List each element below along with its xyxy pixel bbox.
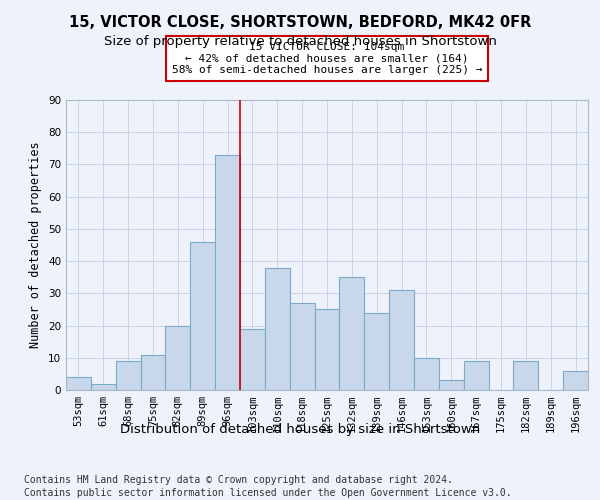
Bar [66, 377, 91, 390]
Bar [290, 303, 314, 390]
Bar [215, 155, 240, 390]
Y-axis label: Number of detached properties: Number of detached properties [29, 142, 43, 348]
Text: Size of property relative to detached houses in Shortstown: Size of property relative to detached ho… [104, 35, 496, 48]
Bar [439, 380, 464, 390]
Bar [563, 370, 588, 390]
Bar [414, 358, 439, 390]
Bar [464, 361, 488, 390]
Bar [389, 290, 414, 390]
Bar [190, 242, 215, 390]
Bar [166, 326, 190, 390]
Text: 15, VICTOR CLOSE, SHORTSTOWN, BEDFORD, MK42 0FR: 15, VICTOR CLOSE, SHORTSTOWN, BEDFORD, M… [69, 15, 531, 30]
Bar [265, 268, 290, 390]
Text: 15 VICTOR CLOSE: 104sqm
← 42% of detached houses are smaller (164)
58% of semi-d: 15 VICTOR CLOSE: 104sqm ← 42% of detache… [172, 42, 482, 75]
Bar [314, 310, 340, 390]
Bar [116, 361, 140, 390]
Bar [340, 277, 364, 390]
Bar [514, 361, 538, 390]
Bar [240, 329, 265, 390]
Bar [364, 312, 389, 390]
Text: Contains public sector information licensed under the Open Government Licence v3: Contains public sector information licen… [24, 488, 512, 498]
Bar [140, 354, 166, 390]
Text: Distribution of detached houses by size in Shortstown: Distribution of detached houses by size … [120, 422, 480, 436]
Text: Contains HM Land Registry data © Crown copyright and database right 2024.: Contains HM Land Registry data © Crown c… [24, 475, 453, 485]
Bar [91, 384, 116, 390]
